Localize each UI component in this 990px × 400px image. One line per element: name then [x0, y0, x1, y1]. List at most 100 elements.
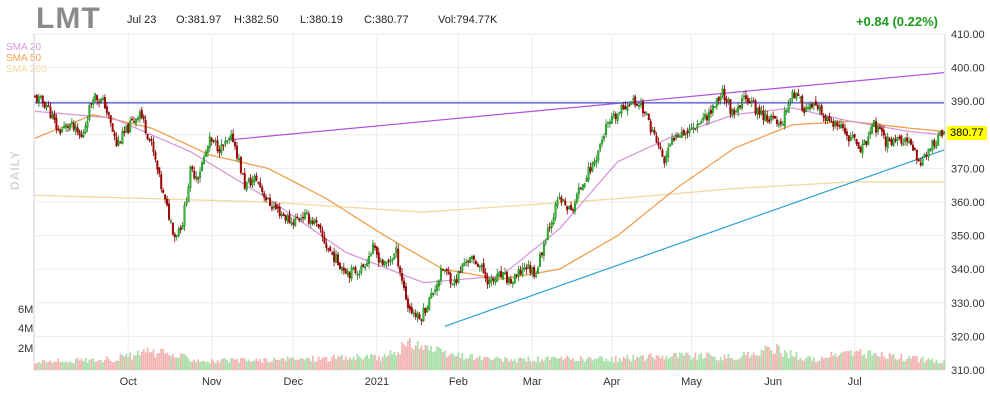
volume-bar: [370, 353, 372, 370]
volume-bar: [34, 363, 36, 370]
candle-body: [548, 226, 551, 229]
volume-bar: [121, 355, 124, 370]
candle-body: [869, 131, 872, 136]
volume-bar: [721, 360, 724, 370]
volume-bar: [805, 357, 807, 370]
volume-bar: [37, 362, 40, 370]
candle-body: [447, 271, 450, 275]
candle-body: [898, 136, 901, 139]
candle-body: [653, 130, 656, 135]
volume-bar: [543, 360, 545, 370]
volume-bar: [434, 351, 436, 370]
volume-bar: [690, 359, 693, 370]
volume-bar: [496, 356, 499, 370]
candle-body: [298, 218, 301, 221]
candle-body: [939, 132, 942, 136]
volume-bar: [53, 361, 56, 370]
candle-body: [105, 106, 108, 113]
candle-body: [218, 149, 221, 153]
volume-bar: [756, 355, 759, 370]
trendline-lower: [444, 149, 945, 327]
volume-bar: [323, 356, 326, 370]
candle-body: [682, 130, 685, 136]
volume-bar: [638, 357, 640, 370]
volume-bar: [228, 362, 231, 370]
candle-body: [344, 269, 347, 274]
volume-bar: [475, 358, 477, 370]
volume-bar: [471, 353, 473, 370]
volume-bar: [533, 360, 536, 370]
volume-bar: [236, 358, 238, 370]
volume-bar: [424, 344, 427, 370]
candle-body: [665, 155, 668, 163]
candle-body: [727, 100, 730, 103]
candle-body: [354, 266, 357, 274]
candle-body: [647, 113, 650, 121]
candle-body: [173, 234, 176, 238]
volume-bar: [566, 355, 569, 370]
candle-body: [329, 246, 332, 252]
volume-bar: [896, 359, 899, 370]
candle-body: [156, 160, 159, 170]
candle-body: [123, 130, 126, 133]
candle-body: [676, 135, 679, 137]
volume-bar: [372, 355, 374, 370]
candle-body: [496, 273, 499, 282]
last-price-badge: 380.77: [947, 126, 987, 140]
candle-body: [360, 265, 363, 273]
candle-body: [41, 95, 44, 104]
candle-body: [457, 271, 460, 283]
volume-bar: [587, 356, 590, 370]
candle-body: [399, 266, 402, 273]
volume-bar: [156, 353, 159, 370]
candle-body: [98, 101, 101, 104]
candle-body: [148, 139, 151, 141]
candle-body: [494, 279, 497, 283]
volume-bar: [583, 361, 586, 370]
candle-body: [733, 109, 736, 115]
volume-bar: [902, 361, 905, 370]
volume-bar: [917, 362, 920, 370]
candle-body: [509, 278, 512, 284]
volume-bar: [480, 360, 483, 370]
candle-body: [315, 220, 318, 223]
candle-body: [261, 187, 264, 193]
volume-bar: [311, 355, 314, 370]
volume-bar: [811, 360, 813, 370]
candle-body: [504, 272, 507, 275]
candle-body: [708, 111, 710, 121]
volume-bar: [315, 361, 318, 370]
y-tick-label: 340.00: [951, 264, 985, 276]
volume-bar: [451, 352, 454, 370]
volume-bar: [247, 359, 250, 370]
candle-body: [379, 261, 382, 263]
volume-bar: [397, 352, 400, 370]
volume-bar: [43, 360, 46, 370]
candle-body: [799, 96, 802, 99]
volume-bar: [688, 355, 691, 370]
high-value: H:382.50: [234, 14, 279, 26]
candle-body: [117, 140, 120, 146]
date-label: Jul 23: [127, 14, 157, 26]
volume-bar: [385, 356, 388, 370]
volume-bar: [476, 357, 479, 370]
candle-body: [527, 264, 530, 269]
candle-body: [80, 134, 83, 138]
volume-bar: [100, 359, 102, 370]
candle-body: [286, 215, 289, 222]
volume-bar: [284, 360, 287, 370]
volume-bar: [133, 355, 135, 370]
candle-body: [818, 106, 821, 111]
volume-bar: [399, 354, 402, 370]
candle-body: [70, 121, 73, 125]
candle-body: [849, 137, 852, 141]
volume-bar: [863, 354, 866, 370]
volume-bar: [430, 346, 433, 370]
candle-body: [678, 135, 681, 138]
volume-bar: [770, 350, 773, 370]
volume-bar: [560, 356, 563, 370]
volume-bar: [663, 359, 666, 370]
candle-body: [865, 141, 868, 145]
volume-bar: [232, 358, 234, 370]
